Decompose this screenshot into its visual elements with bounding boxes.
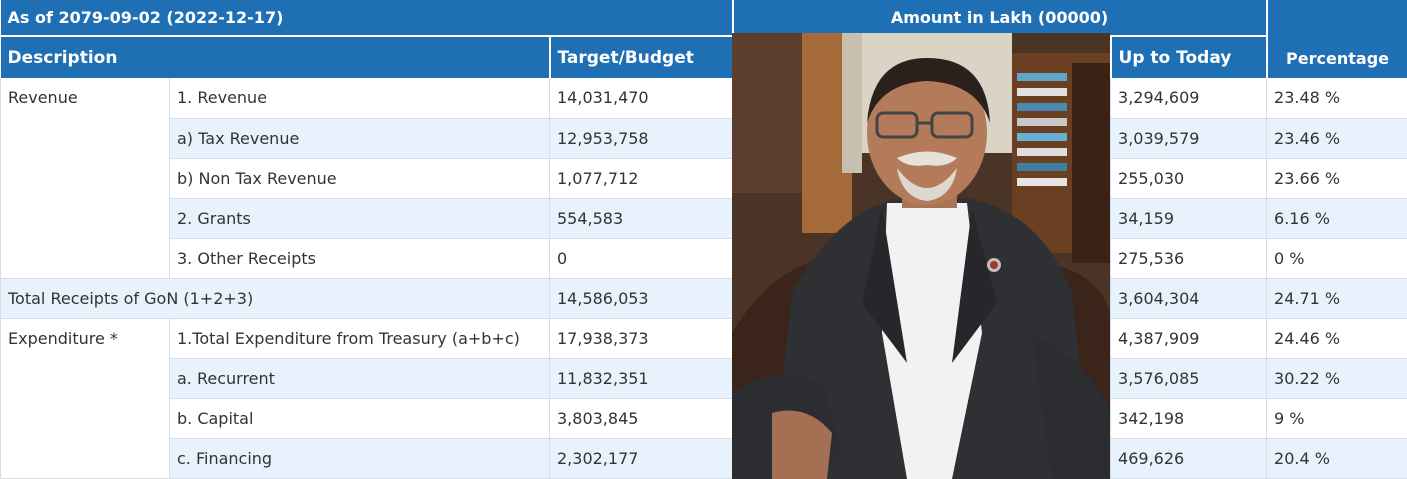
overlay-photo [732, 33, 1110, 479]
row-up-to-today: 469,626 [1110, 438, 1268, 479]
row-percentage: 23.48 % [1266, 78, 1407, 119]
row-up-to-today: 342,198 [1110, 398, 1268, 439]
row-target: 3,803,845 [549, 398, 734, 439]
table-row: a) Tax Revenue 12,953,758 3,039,579 23.4… [1, 118, 1407, 159]
row-item: a) Tax Revenue [169, 118, 550, 159]
row-item: 1. Revenue [169, 78, 550, 119]
row-up-to-today: 3,576,085 [1110, 358, 1268, 399]
target-budget-column-header: Target/Budget [549, 35, 734, 78]
person-photo-illustration [732, 33, 1110, 479]
row-up-to-today: 4,387,909 [1110, 318, 1268, 359]
row-percentage: 30.22 % [1266, 358, 1407, 399]
row-up-to-today: 3,294,609 [1110, 78, 1268, 119]
row-percentage: 24.46 % [1266, 318, 1407, 359]
row-target: 554,583 [549, 198, 734, 239]
row-item: c. Financing [169, 438, 550, 479]
group-label-revenue: Revenue [0, 78, 170, 279]
header-row-top: As of 2079-09-02 (2022-12-17) Amount in … [0, 0, 1407, 78]
row-percentage: 23.66 % [1266, 158, 1407, 199]
row-percentage: 6.16 % [1266, 198, 1407, 239]
row-percentage: 9 % [1266, 398, 1407, 439]
table-row: b) Non Tax Revenue 1,077,712 255,030 23.… [1, 158, 1407, 199]
row-target: 0 [549, 238, 734, 279]
row-target: 2,302,177 [549, 438, 734, 479]
amount-unit-header: Amount in Lakh (00000) [732, 0, 1268, 36]
row-percentage: 23.46 % [1266, 118, 1407, 159]
row-up-to-today: 34,159 [1110, 198, 1268, 239]
row-up-to-today: 255,030 [1110, 158, 1268, 199]
header-row-columns: Description Target/Budget Up to Today [0, 35, 1407, 78]
row-up-to-today: 275,536 [1110, 238, 1268, 279]
table-row: a. Recurrent 11,832,351 3,576,085 30.22 … [1, 358, 1407, 399]
row-percentage: 0 % [1266, 238, 1407, 279]
row-target: 1,077,712 [549, 158, 734, 199]
group-label-expenditure: Expenditure * [0, 318, 170, 479]
table-row: 3. Other Receipts 0 275,536 0 % [1, 238, 1407, 279]
row-up-to-today: 3,604,304 [1110, 278, 1268, 319]
row-up-to-today: 3,039,579 [1110, 118, 1268, 159]
table-row-total: Total Receipts of GoN (1+2+3) 14,586,053… [0, 278, 1407, 319]
row-item: a. Recurrent [169, 358, 550, 399]
row-target: 14,031,470 [549, 78, 734, 119]
group-label-total-receipts: Total Receipts of GoN (1+2+3) [0, 278, 550, 319]
row-item: b) Non Tax Revenue [169, 158, 550, 199]
up-to-today-column-header: Up to Today [1110, 35, 1268, 78]
row-percentage: 20.4 % [1266, 438, 1407, 479]
row-target: 11,832,351 [549, 358, 734, 399]
table-row: Revenue 1. Revenue 14,031,470 3,294,609 … [0, 78, 1407, 279]
table-row: b. Capital 3,803,845 342,198 9 % [1, 398, 1407, 439]
row-item: b. Capital [169, 398, 550, 439]
as-of-date-header: As of 2079-09-02 (2022-12-17) [0, 0, 734, 36]
percentage-column-header: Percentage [1266, 0, 1407, 78]
row-percentage: 24.71 % [1266, 278, 1407, 319]
row-item: 2. Grants [169, 198, 550, 239]
row-item: 3. Other Receipts [169, 238, 550, 279]
table-row: 2. Grants 554,583 34,159 6.16 % [1, 198, 1407, 239]
description-column-header: Description [0, 35, 551, 78]
table-row: c. Financing 2,302,177 469,626 20.4 % [1, 438, 1407, 479]
row-target: 12,953,758 [549, 118, 734, 159]
table-row: Expenditure * 1.Total Expenditure from T… [0, 318, 1407, 479]
row-target: 14,586,053 [549, 278, 734, 319]
row-item: 1.Total Expenditure from Treasury (a+b+c… [169, 318, 550, 359]
row-target: 17,938,373 [549, 318, 734, 359]
